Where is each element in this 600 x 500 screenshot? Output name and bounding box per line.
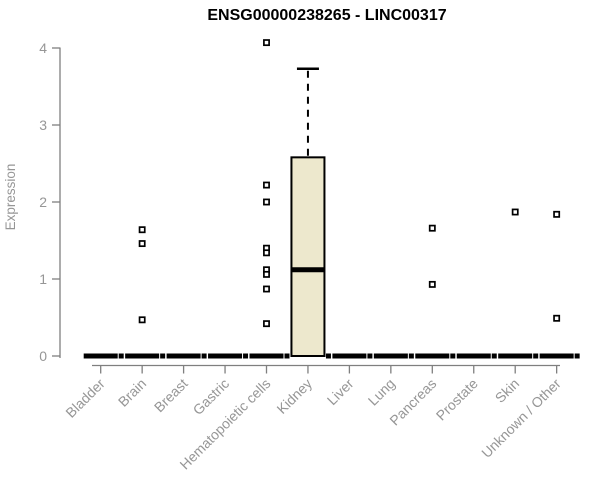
outlier-point-hematopoietic-cells bbox=[263, 270, 270, 278]
zero-bar-nub-gastric bbox=[243, 353, 249, 359]
x-tick-label-breast: Breast bbox=[151, 375, 191, 415]
zero-bar-unknown-other bbox=[539, 353, 574, 359]
y-axis-title: Expression bbox=[3, 164, 18, 231]
y-tick-label: 4 bbox=[39, 40, 47, 56]
zero-bar-breast bbox=[166, 353, 201, 359]
y-tick-label: 1 bbox=[39, 271, 47, 287]
outlier-point-hematopoietic-cells bbox=[263, 198, 270, 206]
zero-bar-gastric bbox=[208, 353, 243, 359]
zero-bar-hematopoietic-cells bbox=[249, 353, 284, 359]
x-tick-label-unknown-other: Unknown / Other bbox=[478, 375, 564, 461]
outlier-point-hematopoietic-cells bbox=[263, 320, 270, 328]
y-tick-label: 2 bbox=[39, 194, 47, 210]
outlier-point-hematopoietic-cells bbox=[263, 249, 270, 257]
zero-bar-liver bbox=[332, 353, 367, 359]
outlier-point-brain bbox=[138, 316, 146, 324]
outlier-point-brain bbox=[138, 226, 146, 234]
zero-bar-brain bbox=[125, 353, 160, 359]
zero-bar-nub-hematopoietic-cells bbox=[284, 353, 290, 359]
zero-bar-bladder bbox=[83, 353, 118, 359]
zero-bar-nub-skin bbox=[533, 353, 539, 359]
zero-bar-nub-breast bbox=[201, 353, 207, 359]
zero-bar-nub-brain bbox=[160, 353, 166, 359]
chart-title: ENSG00000238265 - LINC00317 bbox=[207, 7, 447, 24]
zero-bar-nub-kidney bbox=[325, 353, 331, 359]
x-tick-label-kidney: Kidney bbox=[273, 375, 315, 417]
x-tick-label-liver: Liver bbox=[324, 375, 357, 408]
zero-bar-nub-unknown-other bbox=[574, 353, 580, 359]
zero-bar-nub-bladder bbox=[118, 353, 124, 359]
outlier-point-hematopoietic-cells bbox=[263, 181, 270, 189]
zero-bar-pancreas bbox=[415, 353, 450, 359]
outlier-point-pancreas bbox=[428, 224, 436, 232]
outlier-point-skin bbox=[511, 208, 519, 216]
zero-bar-nub-lung bbox=[408, 353, 414, 359]
box-kidney bbox=[290, 156, 326, 357]
x-tick-label-prostate: Prostate bbox=[433, 375, 481, 423]
zero-bar-lung bbox=[373, 353, 408, 359]
x-tick-label-bladder: Bladder bbox=[62, 375, 108, 421]
outlier-point-brain bbox=[138, 240, 146, 248]
outlier-point-pancreas bbox=[428, 280, 436, 288]
zero-bar-nub-liver bbox=[367, 353, 373, 359]
outlier-point-hematopoietic-cells bbox=[263, 39, 270, 47]
outlier-point-unknown-other bbox=[553, 314, 561, 322]
zero-bar-nub-pancreas bbox=[450, 353, 456, 359]
x-tick-label-skin: Skin bbox=[492, 375, 523, 406]
x-tick-label-lung: Lung bbox=[365, 375, 398, 408]
zero-bar-nub-prostate bbox=[491, 353, 497, 359]
zero-bar-prostate bbox=[456, 353, 491, 359]
y-tick-label: 3 bbox=[39, 117, 47, 133]
outlier-point-unknown-other bbox=[553, 210, 561, 218]
zero-bar-skin bbox=[498, 353, 533, 359]
outlier-point-hematopoietic-cells bbox=[263, 285, 270, 293]
y-tick-label: 0 bbox=[39, 348, 47, 364]
x-tick-label-brain: Brain bbox=[115, 375, 149, 409]
